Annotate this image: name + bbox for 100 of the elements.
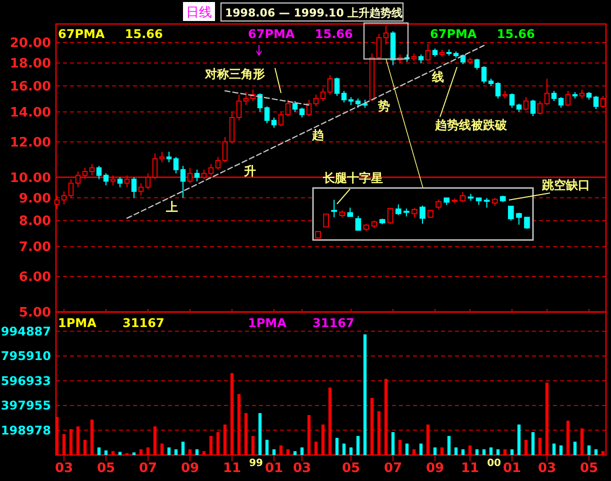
bar [230,373,234,455]
y-tick-label: 14.00 [10,105,51,120]
bar [111,451,115,455]
candlestick [331,199,338,218]
bar [405,444,409,455]
bar [496,449,500,455]
bar [559,445,563,455]
bar [139,449,143,455]
bar [349,447,353,455]
annotation: 升 [243,164,256,178]
candlestick [208,164,214,176]
x-tick-label: 03 [292,461,312,476]
bar [55,416,59,455]
candlestick [110,174,116,186]
bar [209,436,213,455]
bar [293,451,297,455]
bar [69,429,73,455]
y-tick-label: 397955 [0,398,51,413]
candlestick [271,116,277,128]
candlestick [355,215,362,231]
bar [216,432,220,455]
y-tick-label: 20.00 [10,36,51,52]
bar [132,452,136,455]
candlestick [530,99,536,117]
annotation: 跳空缺口 [541,178,590,192]
annotation: 线 [431,70,444,84]
candlestick [412,208,418,218]
bar [454,447,458,455]
bar [146,447,150,455]
candlestick [327,74,333,96]
candlestick [460,54,466,65]
y-tick-label: 7.00 [18,240,51,256]
x-tick-label: 05 [580,461,598,476]
annotation: 67PMA 15.66 [430,27,535,41]
candlestick [395,204,402,216]
bar [412,449,416,455]
bar [503,449,507,455]
bar [524,440,528,455]
candlestick [159,151,165,163]
bar [545,382,549,455]
bar [279,445,283,455]
annotation: 67PMA 15.66 [248,27,353,41]
x-tick-label: 01 [502,461,522,476]
candlestick [236,94,242,121]
y-tick-label: 10.00 [10,170,51,186]
candlestick [89,164,95,176]
y-tick-label: 18.00 [10,56,51,72]
bar [335,438,339,455]
bar [76,426,80,455]
candlestick [551,90,557,102]
bar [153,426,157,455]
x-tick-label: 05 [96,461,116,476]
bar [300,447,304,455]
annotation: 上 [165,200,178,214]
bar [314,442,318,455]
bar [433,447,437,455]
bar [363,334,367,455]
y-tick-label: 8.00 [18,214,51,230]
bar [265,440,269,455]
candlestick [425,43,431,62]
candlestick [215,156,221,170]
annotation: 1PMA 31167 [58,316,164,330]
bar [552,444,556,455]
bar [307,415,311,455]
candlestick [313,94,319,107]
candlestick [299,107,305,118]
text: 00 [487,458,502,469]
candlestick [180,165,186,198]
bar [426,424,430,455]
candlestick [523,96,529,111]
bar [97,447,101,455]
bar [160,444,164,455]
bar [398,440,402,455]
candlestick [320,88,326,102]
candlestick [387,208,394,225]
bar [258,413,262,455]
x-tick-label: 07 [138,461,158,476]
x-tick-label: 11 [222,461,242,476]
candlestick [306,99,312,117]
candlestick [117,176,123,188]
candlestick [484,197,490,208]
candlestick [103,172,109,186]
candlestick [96,165,102,180]
candlestick [355,98,361,108]
candlestick [495,82,501,99]
candlestick [334,77,340,96]
candlestick [565,90,571,107]
candlestick [537,100,543,116]
candlestick [292,100,298,112]
bar [167,447,171,455]
annotation: 67PMA 15.66 [58,27,163,41]
y-tick-label: 12.00 [10,135,51,150]
candlestick [257,92,263,112]
candlestick [187,167,193,184]
bar [62,434,66,455]
candlestick [222,136,228,163]
candlestick [376,33,382,60]
y-tick-label: 9.00 [18,191,51,206]
candlestick [201,169,207,180]
bar [587,445,591,455]
